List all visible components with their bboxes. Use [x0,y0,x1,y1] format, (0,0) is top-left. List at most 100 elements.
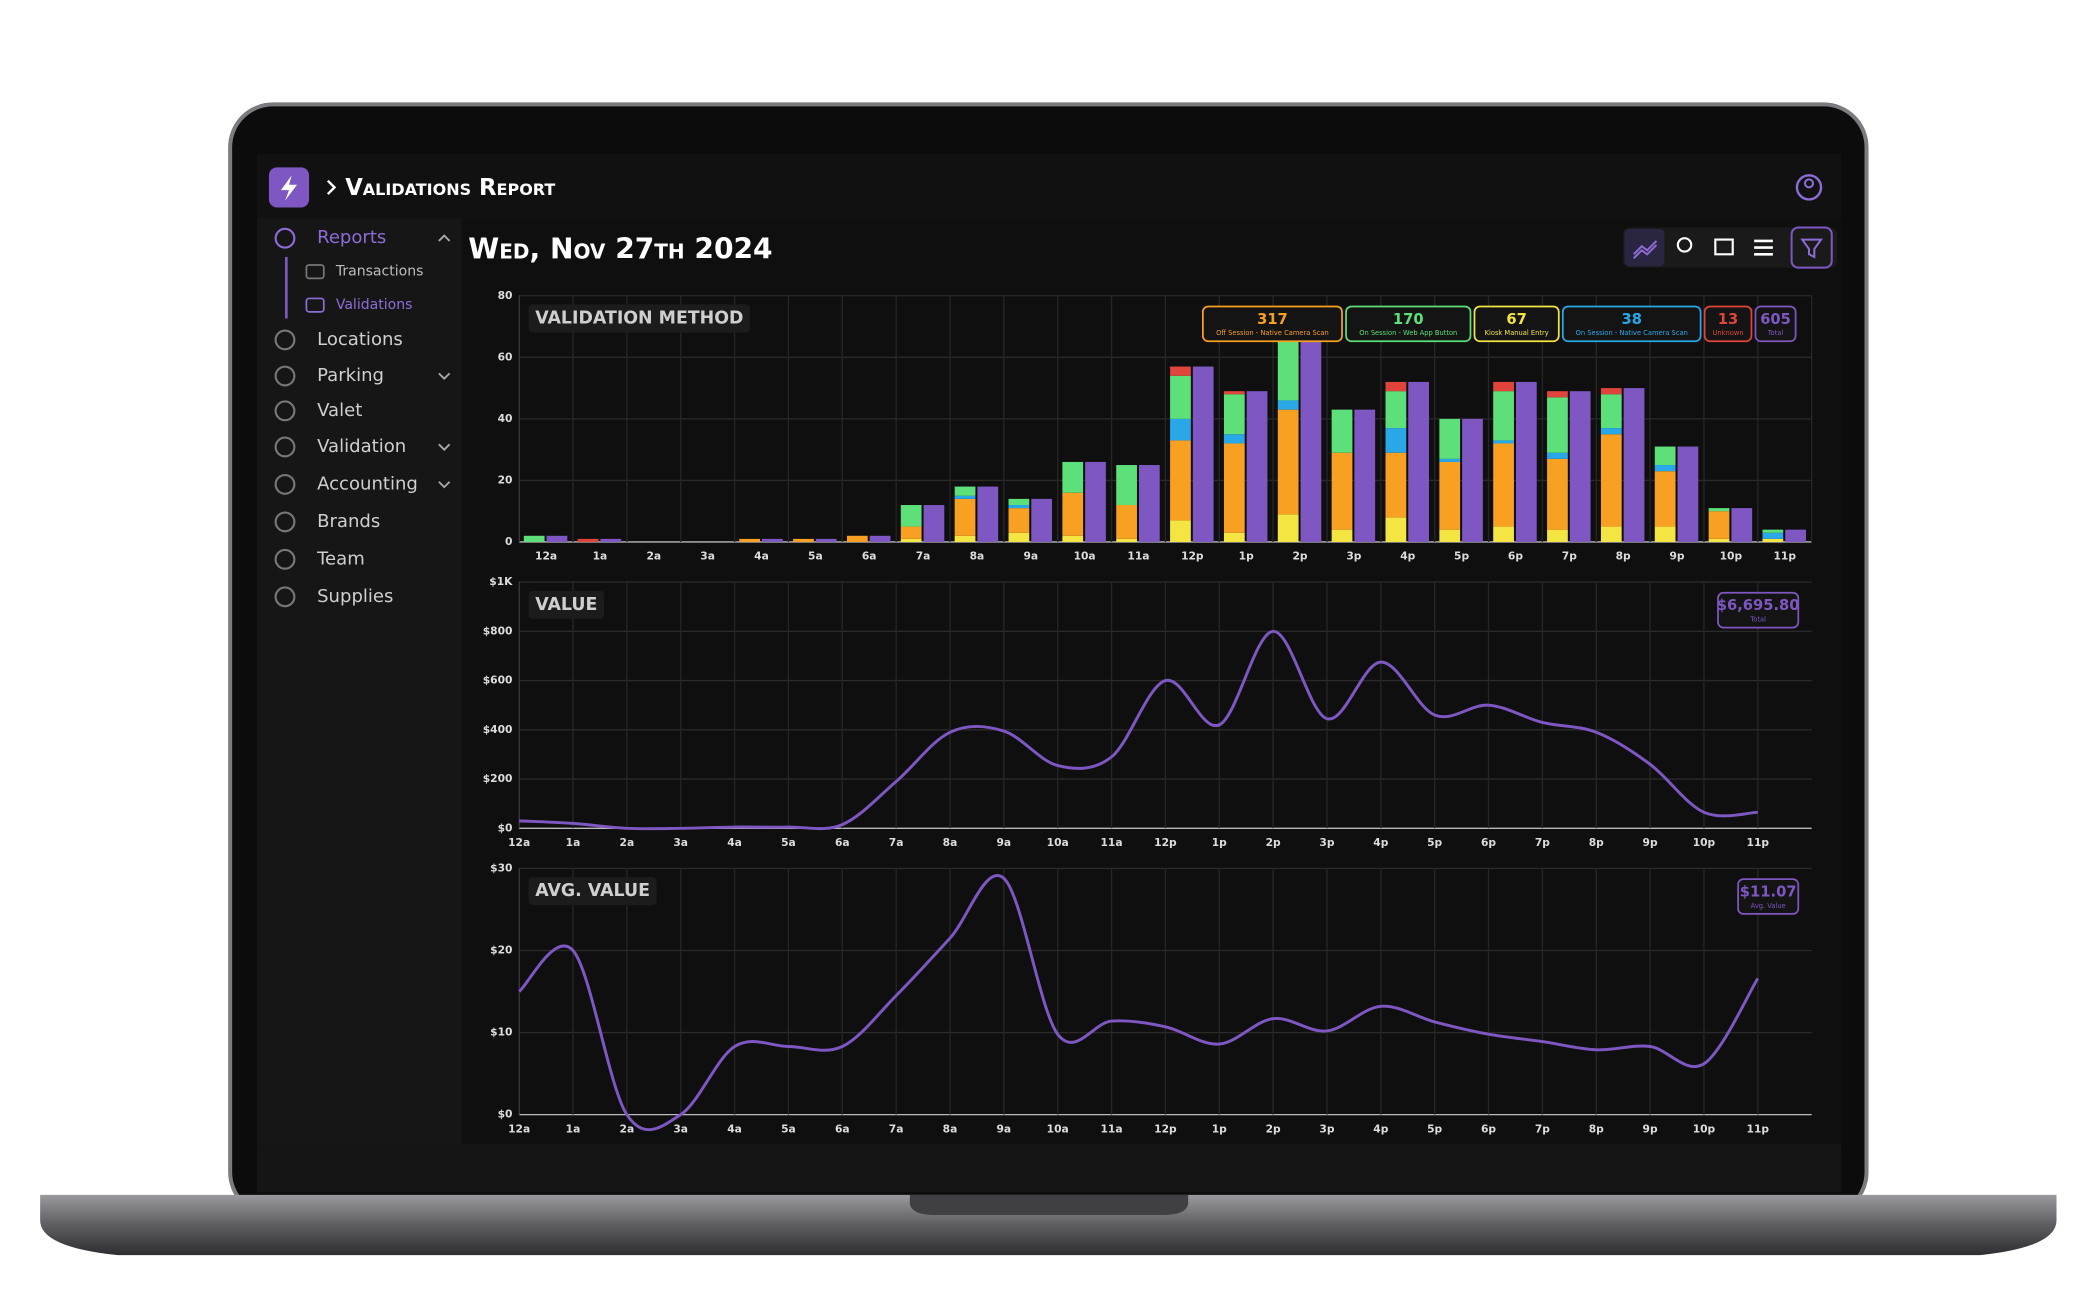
x-tick-label: 12p [1154,836,1177,849]
sidebar [256,218,462,1145]
bar-segment [1762,538,1784,542]
x-tick-label: 5a [781,836,796,849]
x-tick-label: 10a [1074,550,1096,563]
y-tick-label: $30 [490,861,512,874]
x-tick-label: 7p [1562,550,1577,563]
legend-caption: Total [1767,329,1784,337]
nav-item[interactable]: Brands [317,511,380,532]
chart-title: VALIDATION METHOD [535,309,743,329]
bar-segment [1600,388,1622,395]
bar-segment [1493,440,1514,444]
x-tick-label: 6a [862,550,877,563]
nav-chevron[interactable] [438,372,451,381]
nav-icon [274,436,296,458]
x-tick-label: 5p [1427,1122,1442,1135]
total-bar [1462,418,1483,542]
bar-segment [1170,375,1191,419]
subnav-item[interactable]: Validations [336,297,413,313]
legend-badge [1473,305,1560,343]
legend-badge [1345,305,1472,343]
list-icon [1754,239,1773,256]
bar-segment [1493,391,1514,441]
bar-segment [1223,394,1245,435]
bar-segment [954,498,976,536]
x-tick-label: 11a [1101,836,1123,849]
x-tick-label: 9a [997,836,1012,849]
legend-value: 13 [1718,311,1738,328]
bar-segment [1493,381,1514,392]
user-icon[interactable] [1795,174,1823,201]
bar-segment [1277,514,1299,542]
legend-caption: Off Session - Native Camera Scan [1216,329,1329,337]
total-bar [1785,529,1806,542]
total-bar [869,535,891,542]
user-icon-head [1803,178,1815,189]
y-tick-label: 40 [498,412,513,425]
bar-segment [1600,394,1622,429]
nav-item[interactable]: Accounting [317,473,418,494]
legend-value: 38 [1621,311,1641,328]
logo-bolt [280,175,298,201]
nav-item[interactable]: Parking [317,365,384,386]
nav-item[interactable]: Validation [317,436,406,457]
bar-segment [1223,391,1245,395]
bar-segment [1600,526,1622,542]
legend-caption: On Session - Native Camera Scan [1576,329,1688,337]
screen-bottom [256,1144,1842,1193]
bar-segment [1331,529,1353,542]
bar-segment [1170,440,1191,521]
x-tick-label: 8p [1589,836,1604,849]
nav-item[interactable]: Valet [317,400,362,421]
x-tick-label: 2p [1266,836,1281,849]
legend-badge [1754,305,1797,343]
total-bar [977,486,999,542]
total-bar [1300,341,1322,542]
total-bar [1677,446,1699,542]
x-tick-label: 7p [1535,1122,1550,1135]
legend-badge [1561,305,1702,343]
legend-value: 605 [1760,311,1791,328]
y-tick-label: 80 [498,289,513,302]
legend-value: $11.07 [1740,884,1797,901]
x-tick-label: 8p [1616,550,1631,563]
x-tick-label: 4a [754,550,769,563]
laptop-base [40,1194,2057,1256]
bar-segment [1547,452,1568,459]
subnav-item[interactable]: Transactions [335,264,424,280]
nav-chevron[interactable] [438,443,451,451]
x-tick-label: 6a [835,836,850,849]
top-bar [256,153,1842,219]
legend-badge [1202,305,1343,343]
nav-chevron[interactable] [438,234,451,242]
x-tick-label: 7a [916,550,931,563]
x-tick-label: 10p [1693,1122,1716,1135]
legend-value: 170 [1393,311,1424,328]
total-bar [1138,465,1160,542]
total-bar [1085,461,1106,542]
nav-item[interactable]: Reports [317,227,386,248]
x-tick-label: 9p [1643,836,1658,849]
x-tick-label: 6p [1508,550,1523,563]
bar-segment [1008,508,1030,533]
legend-badge [1717,591,1800,629]
view-store-button[interactable] [1704,228,1743,267]
filter-icon [1800,238,1823,259]
x-tick-label: 12p [1181,550,1204,563]
report-date: Wed, Nov 27th 2024 [468,232,772,265]
x-tick-label: 9p [1669,550,1684,563]
bar-segment [1439,529,1461,542]
nav-icon [274,400,296,422]
view-location-button[interactable] [1665,228,1704,267]
nav-item[interactable]: Team [316,548,365,569]
bar-segment [1277,409,1299,515]
x-tick-label: 5p [1454,550,1469,563]
bar-segment [1654,465,1676,472]
total-bar [923,505,945,542]
nav-item[interactable]: Supplies [317,586,393,607]
bar-segment [1600,434,1622,527]
filter-button[interactable] [1790,226,1833,269]
nav-icon [274,227,296,249]
nav-chevron[interactable] [438,481,451,489]
nav-item[interactable]: Locations [317,329,403,350]
